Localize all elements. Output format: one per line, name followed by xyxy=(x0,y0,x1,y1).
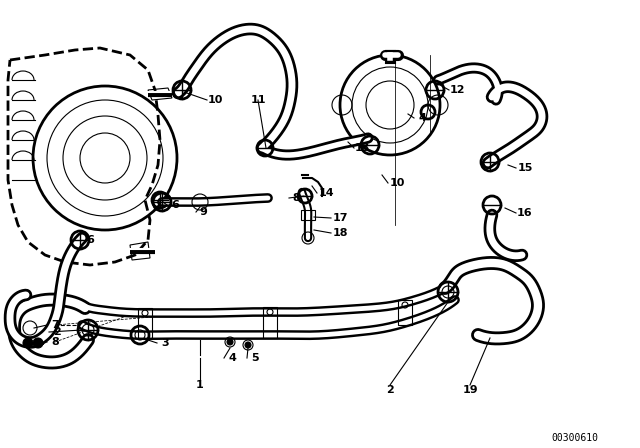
Text: 4: 4 xyxy=(228,353,236,363)
Text: 00300610: 00300610 xyxy=(552,433,598,443)
Text: 13: 13 xyxy=(355,143,370,153)
Text: 4: 4 xyxy=(418,113,426,123)
Circle shape xyxy=(245,342,251,348)
Text: 6: 6 xyxy=(171,200,179,210)
Text: 8: 8 xyxy=(51,337,59,347)
Text: 2: 2 xyxy=(53,327,61,337)
Text: 16: 16 xyxy=(517,208,533,218)
Bar xyxy=(398,300,412,325)
Text: 7: 7 xyxy=(51,320,59,330)
Circle shape xyxy=(23,338,33,348)
Text: 19: 19 xyxy=(462,385,478,395)
Text: 3: 3 xyxy=(161,338,169,348)
Circle shape xyxy=(33,338,43,348)
Text: 9: 9 xyxy=(199,207,207,217)
Text: 11: 11 xyxy=(250,95,266,105)
Text: 14: 14 xyxy=(318,188,334,198)
Text: 2: 2 xyxy=(386,385,394,395)
Text: 8: 8 xyxy=(292,193,300,203)
Text: 17: 17 xyxy=(332,213,348,223)
Text: 1: 1 xyxy=(196,380,204,390)
Text: 10: 10 xyxy=(207,95,223,105)
Bar xyxy=(301,210,315,220)
Text: 5: 5 xyxy=(251,353,259,363)
Circle shape xyxy=(227,339,233,345)
Text: 10: 10 xyxy=(389,178,404,188)
Text: 6: 6 xyxy=(86,235,94,245)
Bar xyxy=(263,307,277,338)
Bar xyxy=(138,308,152,338)
Text: 15: 15 xyxy=(517,163,532,173)
Text: 12: 12 xyxy=(449,85,465,95)
Text: 18: 18 xyxy=(332,228,348,238)
